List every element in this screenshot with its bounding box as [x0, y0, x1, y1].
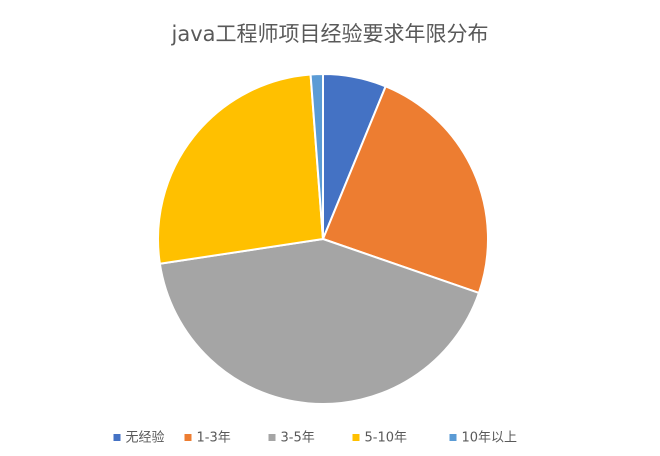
legend-marker — [268, 434, 276, 441]
legend-label: 10年以上 — [462, 431, 518, 446]
legend-marker — [113, 434, 121, 441]
legend-marker — [184, 434, 192, 441]
legend-label: 3-5年 — [281, 431, 315, 446]
legend-label: 1-3年 — [197, 431, 231, 446]
legend-marker — [449, 434, 457, 441]
chart-title: java工程师项目经验要求年限分布 — [171, 22, 489, 46]
pie-slice — [309, 72, 324, 240]
legend-label: 5-10年 — [365, 431, 408, 446]
pie-slice — [157, 73, 325, 265]
legend-marker — [352, 434, 360, 441]
legend-label: 无经验 — [126, 430, 165, 446]
pie-slice — [158, 237, 481, 405]
pie — [157, 72, 489, 405]
pie-slice — [321, 85, 489, 295]
legend: 无经验 1-3年 3-5年 5-10年 10年以上 — [113, 430, 518, 446]
